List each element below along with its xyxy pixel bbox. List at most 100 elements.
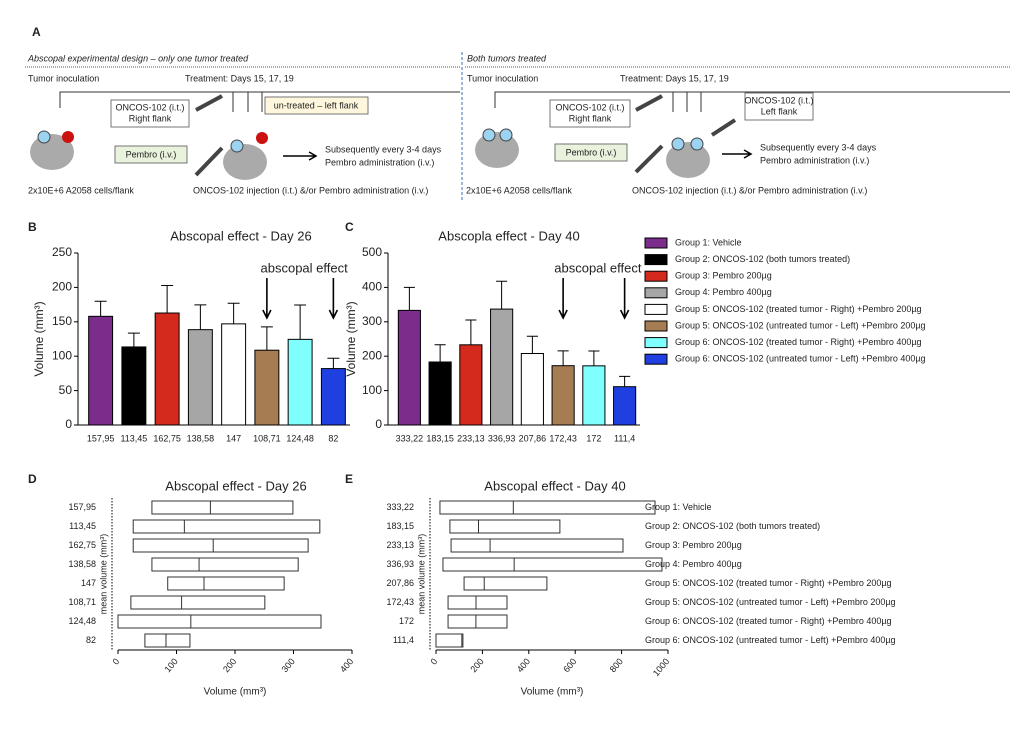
y-tick-label: 147 — [81, 578, 96, 588]
bar — [221, 323, 247, 426]
error-bar — [619, 375, 631, 387]
bar — [490, 308, 514, 426]
range-box — [130, 595, 266, 610]
ear — [499, 128, 513, 142]
box-text: Right flank — [129, 113, 172, 123]
x-tick-label: 333,22 — [396, 433, 424, 443]
x-tick-label: 172 — [586, 433, 601, 443]
box-text: Right flank — [569, 113, 612, 123]
range-box — [447, 614, 508, 629]
box-text: Pembro (i.v.) — [126, 149, 177, 159]
y-tick-label: 336,93 — [386, 559, 414, 569]
y-tick-label: 162,75 — [68, 540, 96, 550]
panel-letter: D — [28, 472, 37, 486]
row-label: Group 1: Vehicle — [645, 502, 712, 512]
box — [549, 99, 631, 128]
error-bar — [227, 302, 240, 324]
bar — [613, 386, 637, 426]
range-box — [463, 576, 548, 591]
mouse — [475, 132, 519, 168]
error-bar — [588, 350, 600, 366]
legend-swatch — [644, 254, 668, 266]
timeline — [494, 91, 1010, 112]
x-tick-label: 0 — [110, 656, 121, 666]
y-tick-label: 113,45 — [69, 521, 96, 531]
y-tick-label: 172 — [399, 616, 414, 626]
range-box — [167, 576, 285, 591]
y-tick-label: 500 — [362, 245, 382, 259]
error-bar — [94, 300, 107, 317]
mouse — [666, 142, 710, 178]
bar — [154, 312, 180, 426]
error-bar — [403, 286, 415, 311]
y-tick-label: 400 — [362, 280, 382, 294]
y-tick-label: 100 — [362, 383, 382, 397]
heading: Both tumors treated — [467, 53, 547, 63]
error-bar — [194, 304, 207, 330]
y-axis-label: mean volume (mm³) — [98, 534, 108, 615]
bar — [287, 338, 313, 426]
bar — [88, 315, 114, 426]
x-tick-label: 200 — [221, 656, 238, 674]
error-bar — [127, 332, 140, 347]
bar — [428, 361, 452, 426]
range-box — [144, 633, 191, 648]
syringe — [634, 94, 737, 174]
mouse — [30, 134, 74, 170]
syringe — [194, 94, 224, 177]
chart-title: Abscopla effect - Day 40 — [438, 228, 579, 243]
chart-title: Abscopal effect - Day 26 — [165, 478, 306, 493]
range-box — [151, 500, 294, 515]
chart-title: Abscopal effect - Day 26 — [170, 228, 311, 243]
error-bar — [557, 350, 569, 366]
label: 2x10E+6 A2058 cells/flank — [28, 185, 134, 195]
row-label: Group 5: ONCOS-102 (treated tumor - Righ… — [645, 578, 892, 588]
panel-letter: E — [345, 472, 353, 486]
box-text: Pembro (i.v.) — [566, 147, 617, 157]
range-box — [450, 538, 624, 553]
x-tick-label: 108,71 — [253, 433, 281, 443]
range-box — [132, 519, 321, 534]
label: Tumor inoculation — [28, 73, 99, 83]
box-text: ONCOS-102 (i.t.) — [744, 95, 813, 105]
x-tick-label: 1000 — [651, 656, 672, 678]
y-tick-label: 172,43 — [386, 597, 414, 607]
legend-swatch — [644, 237, 668, 249]
x-tick-label: 82 — [328, 433, 338, 443]
bar — [254, 349, 280, 426]
y-tick-label: 183,15 — [386, 521, 414, 531]
y-tick-label: 100 — [52, 348, 72, 362]
box-text: ONCOS-102 (i.t.) — [115, 102, 184, 112]
legend-label: Group 1: Vehicle — [675, 237, 742, 247]
x-tick-label: 162,75 — [153, 433, 181, 443]
range-box — [151, 557, 299, 572]
timeline — [59, 91, 460, 112]
y-axis-label: Volume (mm³) — [32, 301, 46, 376]
x-tick-label: 113,45 — [120, 433, 147, 443]
label: Pembro administration (i.v.) — [760, 155, 869, 165]
y-tick-label: 111,4 — [393, 635, 414, 645]
bar — [551, 365, 575, 426]
panel-letter: A — [32, 25, 41, 39]
legend-label: Group 5: ONCOS-102 (treated tumor - Righ… — [675, 304, 922, 314]
label: Subsequently every 3-4 days — [760, 142, 877, 152]
box-text: Left flank — [761, 106, 798, 116]
row-label: Group 2: ONCOS-102 (both tumors treated) — [645, 521, 820, 531]
bar — [320, 368, 346, 426]
row-label: Group 4: Pembro 400µg — [645, 559, 742, 569]
legend-swatch — [644, 303, 668, 315]
x-tick-label: 0 — [428, 656, 439, 666]
x-tick-label: 300 — [280, 656, 297, 674]
x-tick-label: 400 — [338, 656, 355, 674]
box — [114, 145, 188, 164]
x-tick-label: 800 — [608, 656, 625, 674]
range-box — [132, 538, 309, 553]
box — [264, 96, 369, 115]
range-box — [442, 557, 663, 572]
x-tick-label: 207,86 — [519, 433, 547, 443]
legend-label: Group 6: ONCOS-102 (treated tumor - Righ… — [675, 337, 922, 347]
panel-a: A Abscopal experimental design – only on… — [25, 25, 1010, 200]
panel-letter: B — [28, 220, 37, 234]
x-tick-label: 336,93 — [488, 433, 516, 443]
x-tick-label: 600 — [561, 656, 578, 674]
